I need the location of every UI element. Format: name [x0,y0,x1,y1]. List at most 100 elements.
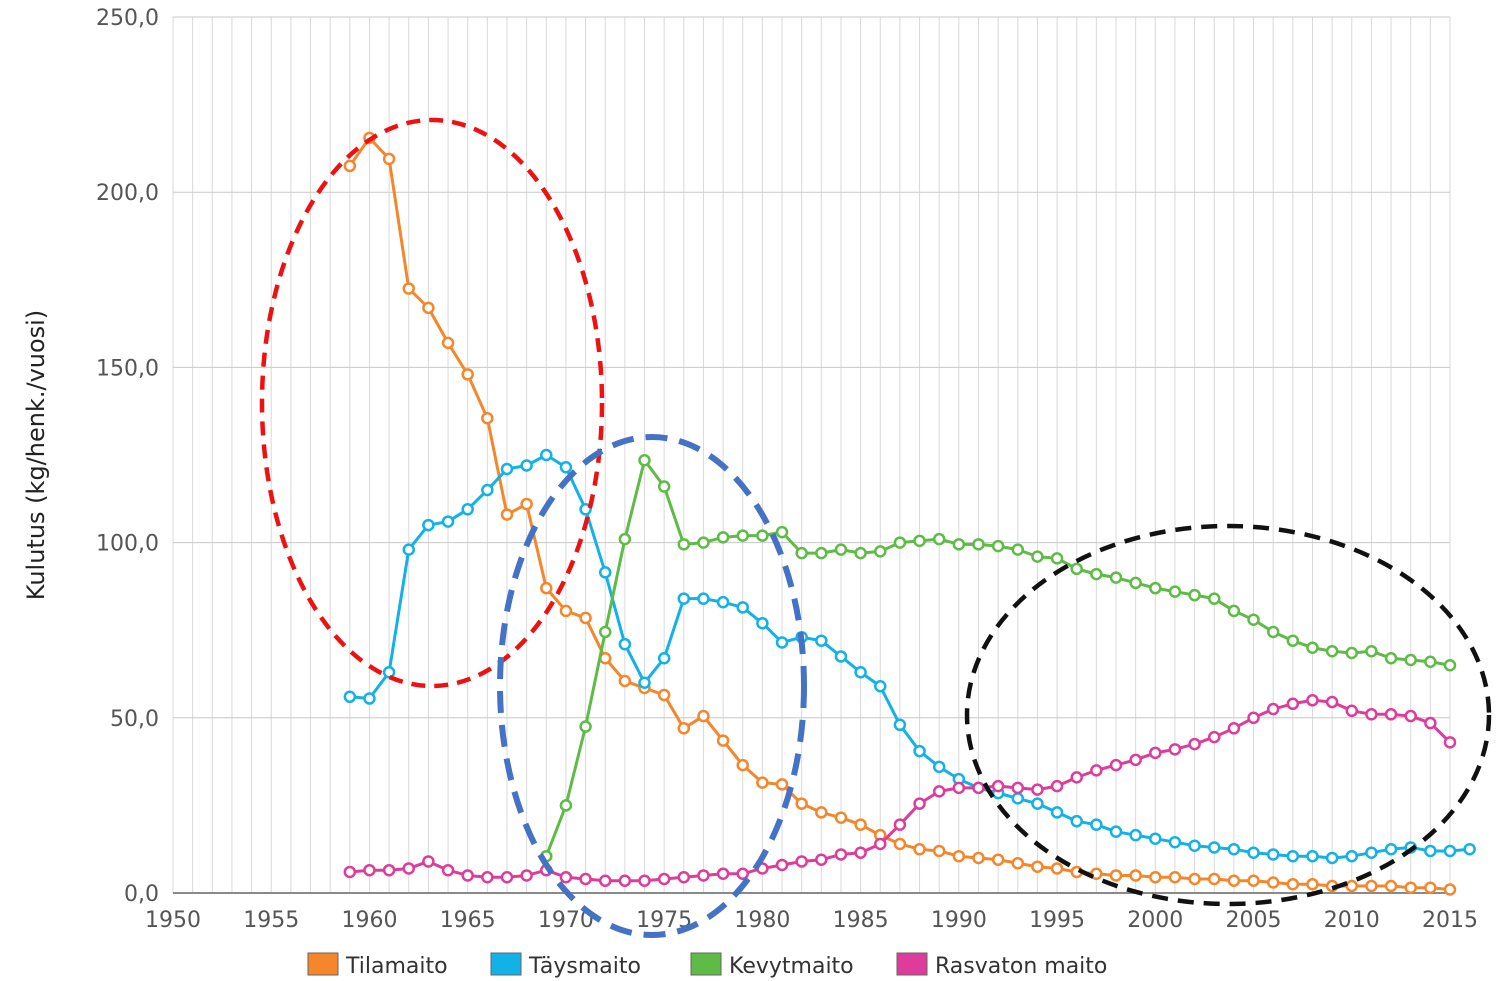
data-point [520,497,533,511]
legend-item[interactable]: Tilamaito [307,952,448,979]
data-point [638,676,651,690]
data-point [382,152,396,166]
data-point [913,744,926,758]
data-point [1306,641,1319,654]
data-point [775,858,789,872]
data-point [1286,877,1300,891]
chart-annotations [259,117,1492,938]
data-point [1149,870,1162,884]
data-point [1149,832,1162,845]
legend-item[interactable]: Kevytmaito [690,952,854,979]
data-point [736,867,749,880]
data-point [1050,862,1064,875]
legend-swatch [307,952,339,976]
data-point [1031,550,1044,563]
data-point [402,543,416,556]
data-point [1266,876,1280,889]
data-point [1306,694,1319,707]
y-tick-label: 200,0 [96,181,159,206]
data-point [972,781,985,795]
data-point [343,865,357,879]
data-point [461,368,474,381]
data-point [854,846,867,859]
data-point [932,844,946,858]
data-point [1247,874,1260,887]
annotation-ellipse [497,434,807,938]
data-point [1129,828,1142,842]
data-point [461,869,474,882]
data-point [559,799,573,812]
data-point [834,650,848,663]
data-point [1011,543,1025,556]
data-point [677,592,691,605]
data-point [913,534,926,548]
data-point [1090,567,1103,581]
y-tick-label: 50,0 [110,707,159,732]
legend-label: Kevytmaito [729,954,854,979]
data-point [598,625,612,639]
data-point [716,595,730,609]
data-point [795,855,808,868]
data-point [1424,844,1437,858]
data-point [1031,860,1044,873]
chart-legend[interactable]: Tilamaito Täysmaito Kevytmaito Rasvaton mai… [307,952,1107,979]
x-tick-label: 1985 [833,908,889,933]
y-tick-label: 250,0 [96,6,159,31]
data-point [382,665,396,679]
data-point [1207,841,1221,854]
data-point [736,758,749,772]
data-point [1384,842,1398,856]
y-tick-label: 100,0 [96,532,159,557]
data-point [1168,835,1182,849]
data-point [579,611,592,625]
data-point [1090,764,1103,777]
data-point [657,688,671,702]
data-point [1129,576,1142,590]
data-point [1345,646,1359,660]
legend-swatch [896,952,928,976]
data-point [716,867,730,880]
data-point [638,874,651,887]
data-point [461,503,474,516]
data-point [1050,806,1064,819]
data-point [481,411,494,425]
data-point [913,797,926,810]
data-point [893,718,907,732]
data-point [1365,708,1378,721]
data-point [952,538,966,551]
data-point [1404,881,1417,894]
data-point [677,538,691,551]
data-point [775,778,789,791]
data-point [579,872,592,886]
legend-swatch [690,952,722,976]
x-tick-label: 2010 [1324,908,1380,933]
data-point [422,518,435,532]
data-point [1424,655,1437,668]
data-point [657,872,671,886]
data-point [1207,730,1221,744]
data-point [657,480,671,493]
legend-item[interactable]: Rasvaton maito [896,952,1107,979]
data-point [1306,877,1319,891]
x-tick-label: 1965 [440,908,496,933]
data-point [913,842,926,856]
data-point [834,848,848,861]
data-point [972,851,985,865]
y-tick-label: 150,0 [96,356,159,381]
data-point [697,536,710,549]
data-point [618,874,632,887]
data-point [520,459,533,472]
legend-item[interactable]: Täysmaito [490,952,641,979]
data-point [716,531,730,544]
data-point [1266,702,1280,716]
data-point [1149,581,1162,595]
data-point [736,601,749,614]
data-point [1247,711,1260,725]
data-point [1188,737,1201,751]
data-point [441,515,455,528]
data-point [1325,695,1339,709]
data-point [697,709,710,723]
data-point [1168,743,1182,756]
data-point [540,581,553,595]
